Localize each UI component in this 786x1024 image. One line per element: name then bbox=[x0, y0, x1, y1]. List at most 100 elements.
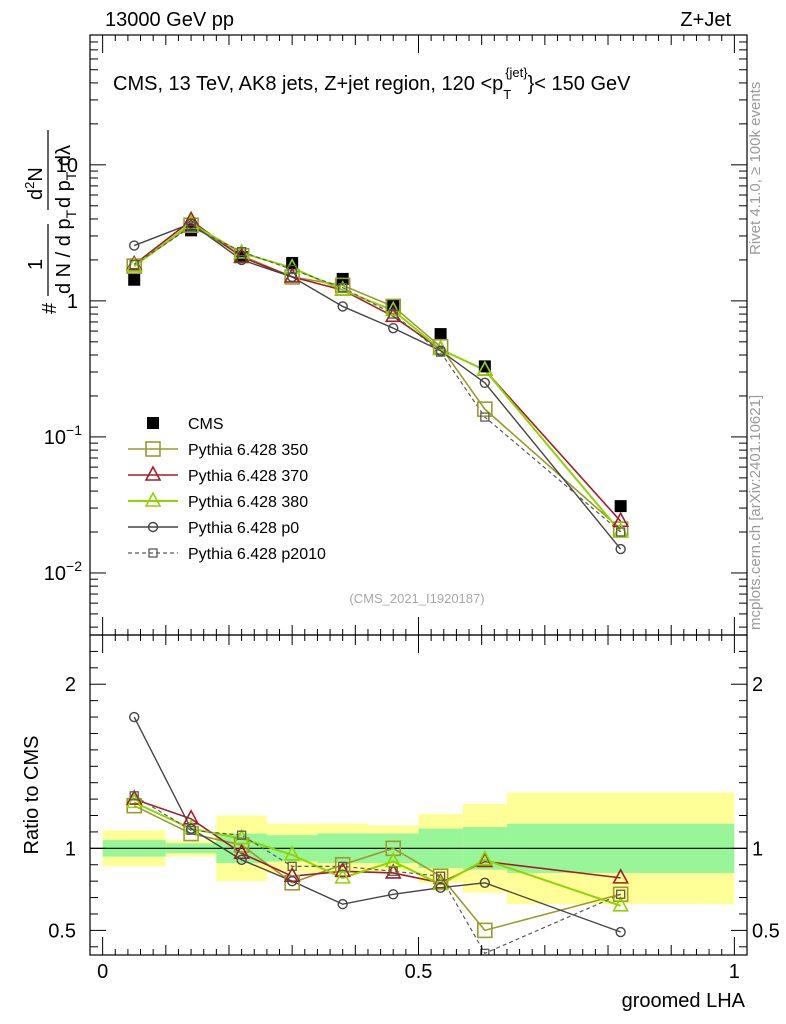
legend: CMS Pythia 6.428 350 Pythia 6.428 370 Pythi… bbox=[128, 416, 326, 563]
data-point-pythia-6-428-350 bbox=[385, 298, 402, 315]
ratio-point-pythia-6-428-p0 bbox=[337, 898, 348, 910]
data-point-pythia-6-428-p0 bbox=[479, 377, 491, 388]
ratio-point-pythia-6-428-350 bbox=[334, 856, 351, 873]
x-tick-label: 0.5 bbox=[405, 961, 433, 983]
ratio-point-pythia-6-428-p0 bbox=[479, 877, 491, 888]
ratio-point-pythia-6-428-380 bbox=[384, 851, 402, 868]
ratio-y-tick-label: 1 bbox=[65, 838, 76, 860]
legend-label-pythia-6-428-370: Pythia 6.428 370 bbox=[188, 468, 308, 485]
ratio-point-pythia-6-428-p0 bbox=[435, 882, 446, 893]
plot-title: CMS, 13 TeV, AK8 jets, Z+jet region, 120… bbox=[113, 65, 631, 102]
mcplots-label: mcplots.cern.ch [arXiv:2401.10621] bbox=[747, 395, 764, 630]
legend-marker-pythia-6-428-370 bbox=[144, 465, 162, 481]
data-point-pythia-6-428-370 bbox=[182, 210, 200, 227]
legend-marker-pythia-6-428-350 bbox=[145, 441, 161, 457]
legend-label-pythia-6-428-350: Pythia 6.428 350 bbox=[188, 442, 308, 459]
ratio-point-pythia-6-428-p2010 bbox=[236, 830, 247, 840]
ratio-point-pythia-6-428-p2010 bbox=[129, 791, 139, 801]
legend-marker-pythia-6-428-p2010 bbox=[148, 548, 158, 558]
ratio-point-pythia-6-428-350 bbox=[612, 886, 629, 903]
ratio-point-pythia-6-428-350 bbox=[284, 874, 300, 891]
data-point-pythia-6-428-p2010 bbox=[236, 247, 247, 257]
ratio-point-pythia-6-428-350 bbox=[126, 797, 143, 814]
ratio-point-pythia-6-428-380 bbox=[476, 850, 494, 866]
legend-marker-cms bbox=[147, 417, 159, 429]
data-point-pythia-6-428-p0 bbox=[286, 271, 298, 283]
data-point-pythia-6-428-p2010 bbox=[388, 309, 398, 319]
ratio-y-tick-label: 2 bbox=[65, 674, 76, 696]
ratio-point-pythia-6-428-380 bbox=[612, 896, 629, 912]
y-title-denominator: d N / d pT bbox=[53, 209, 79, 294]
legend-label-pythia-6-428-p2010: Pythia 6.428 p2010 bbox=[188, 546, 326, 563]
main-y-axis-title: 1 d N / d pT d2N d pT dλ # bbox=[22, 130, 79, 314]
ratio-point-pythia-6-428-p0 bbox=[388, 889, 399, 900]
header-energy: 13000 GeV pp bbox=[105, 9, 234, 31]
ratio-y-tick-label-right: 0.5 bbox=[752, 920, 780, 942]
x-axis-title: groomed LHA bbox=[622, 990, 746, 1012]
data-point-pythia-6-428-350 bbox=[334, 277, 351, 294]
main-plot-frame bbox=[89, 34, 748, 636]
data-point-pythia-6-428-380 bbox=[476, 360, 494, 376]
y-title-denominator-2: d pT dλ bbox=[53, 145, 79, 208]
y-tick-label: 10 bbox=[56, 155, 78, 177]
legend-marker-pythia-6-428-380 bbox=[144, 491, 162, 507]
ratio-point-pythia-6-428-p0 bbox=[615, 926, 626, 938]
y-title-numerator-one: 1 bbox=[25, 259, 47, 270]
plot-title-sup: {jet} bbox=[505, 65, 528, 80]
ratio-point-pythia-6-428-370 bbox=[233, 843, 250, 860]
series-line-pythia-6-428-p2010 bbox=[133, 226, 622, 533]
ratio-y-tick-label-right: 2 bbox=[752, 674, 763, 696]
ratio-point-pythia-6-428-p2010 bbox=[480, 948, 490, 955]
analysis-reference: (CMS_2021_I1920187) bbox=[349, 591, 484, 606]
legend-label-pythia-6-428-p0: Pythia 6.428 p0 bbox=[188, 520, 299, 537]
data-point-pythia-6-428-p2010 bbox=[435, 347, 446, 357]
data-point-cms bbox=[614, 500, 627, 513]
ratio-point-pythia-6-428-370 bbox=[612, 868, 629, 884]
ratio-point-pythia-6-428-p2010 bbox=[388, 866, 398, 876]
ratio-y-tick-label: 0.5 bbox=[48, 920, 76, 942]
data-point-cms bbox=[434, 328, 447, 341]
y-title-hash: # bbox=[39, 302, 61, 314]
data-point-pythia-6-428-p2010 bbox=[129, 259, 139, 270]
ratio-point-pythia-6-428-350 bbox=[385, 840, 402, 857]
ratio-plot-panel: 0.5 0.5 1 1 2 2 0 0.5 1 bbox=[48, 634, 780, 983]
plot-title-prefix: CMS, 13 TeV, AK8 jets, Z+jet region, 120… bbox=[113, 73, 503, 95]
ratio-point-pythia-6-428-380 bbox=[125, 792, 143, 809]
ratio-point-pythia-6-428-370 bbox=[283, 866, 301, 883]
data-point-pythia-6-428-370 bbox=[612, 511, 629, 528]
ratio-point-pythia-6-428-350 bbox=[233, 837, 250, 853]
series-line-pythia-6-428-380 bbox=[133, 222, 622, 533]
plot-title-suffix: }< 150 GeV bbox=[528, 73, 632, 95]
legend-label-cms: CMS bbox=[188, 416, 224, 433]
ratio-line-pythia-6-428-p2010 bbox=[133, 795, 621, 955]
data-point-cms bbox=[478, 360, 491, 373]
ratio-point-pythia-6-428-p2010 bbox=[287, 861, 297, 872]
rivet-version-label: Rivet 4.1.0, ≥ 100k events bbox=[747, 82, 764, 255]
data-point-pythia-6-428-p2010 bbox=[616, 527, 626, 537]
y-title-numerator-d2n: d2N bbox=[22, 167, 47, 200]
x-tick-label: 1 bbox=[729, 961, 740, 983]
y-tick-label: 1 bbox=[67, 291, 78, 313]
data-point-pythia-6-428-p0 bbox=[388, 322, 399, 334]
ratio-point-pythia-6-428-p0 bbox=[129, 711, 140, 723]
y-tick-label: 10−2 bbox=[44, 558, 82, 585]
header-process: Z+Jet bbox=[680, 9, 731, 31]
data-point-pythia-6-428-p0 bbox=[129, 240, 140, 251]
ratio-point-pythia-6-428-380 bbox=[283, 845, 301, 861]
plot-title-sub: T bbox=[503, 87, 511, 102]
data-point-pythia-6-428-p2010 bbox=[480, 412, 490, 422]
legend-marker-pythia-6-428-p0 bbox=[147, 521, 159, 533]
legend-label-pythia-6-428-380: Pythia 6.428 380 bbox=[188, 494, 308, 511]
main-plot-panel: 10−2 10−1 1 10 bbox=[44, 34, 748, 636]
ratio-point-pythia-6-428-p2010 bbox=[186, 825, 196, 835]
ratio-point-pythia-6-428-380 bbox=[432, 874, 449, 891]
ratio-y-tick-label-right: 1 bbox=[752, 838, 763, 860]
ratio-point-pythia-6-428-p2010 bbox=[435, 871, 446, 881]
data-point-pythia-6-428-p2010 bbox=[338, 283, 348, 293]
ratio-point-pythia-6-428-380 bbox=[334, 868, 352, 884]
x-tick-label: 0 bbox=[97, 961, 108, 983]
ratio-point-pythia-6-428-p2010 bbox=[616, 889, 626, 899]
data-point-pythia-6-428-p0 bbox=[615, 543, 626, 555]
ratio-point-pythia-6-428-p0 bbox=[286, 875, 298, 887]
